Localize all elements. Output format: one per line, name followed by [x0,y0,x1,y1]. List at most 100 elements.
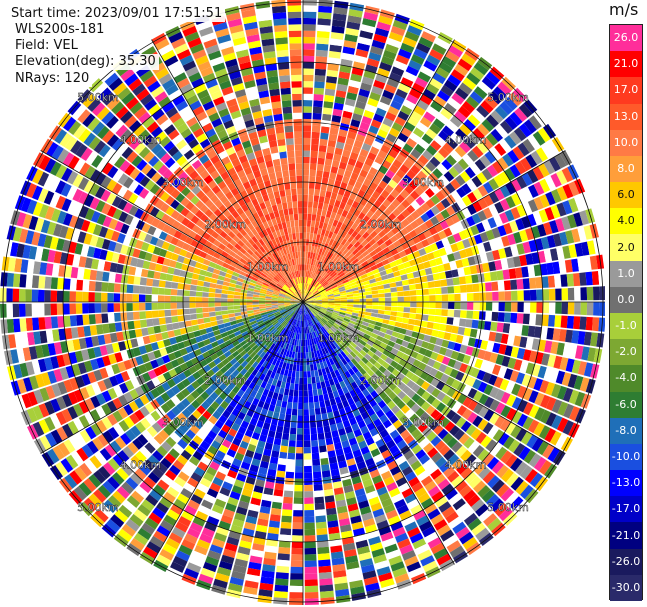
velocity-gate [324,431,332,439]
velocity-gate [414,77,428,88]
velocity-gate [276,565,290,574]
velocity-gate [382,89,395,100]
velocity-gate [385,345,393,352]
velocity-gate [246,302,253,305]
velocity-gate [483,194,494,207]
velocity-gate [316,37,330,45]
velocity-gate [450,69,465,82]
velocity-gate [320,293,327,296]
velocity-gate [353,209,361,217]
velocity-gate [469,328,478,338]
velocity-gate [318,287,325,292]
velocity-gate [486,341,495,352]
velocity-gate [434,308,442,316]
velocity-gate [523,290,531,301]
velocity-gate [327,297,335,300]
velocity-gate [176,296,184,302]
velocity-gate [317,12,332,20]
velocity-gate [309,298,316,301]
velocity-gate [315,49,328,57]
velocity-gate [370,230,378,239]
velocity-gate [309,163,317,171]
velocity-gate [433,151,445,163]
velocity-gate [383,314,391,320]
velocity-gate [304,522,315,530]
velocity-gate [274,584,289,592]
velocity-gate [343,281,350,286]
velocity-gate [438,230,447,240]
velocity-gate [342,266,349,273]
velocity-gate [101,313,109,324]
velocity-gate [348,206,357,215]
velocity-gate [456,240,465,251]
velocity-gate [294,472,303,479]
velocity-gate [466,179,477,191]
velocity-gate [320,308,327,313]
velocity-gate [377,250,385,258]
velocity-gate [471,274,479,284]
velocity-gate [420,65,435,78]
velocity-gate [391,302,398,307]
velocity-gate [227,306,234,310]
velocity-gate [215,288,222,294]
velocity-gate [348,9,363,18]
velocity-gate [277,464,286,472]
velocity-gate [284,420,291,428]
velocity-gate [138,294,146,302]
velocity-gate [437,264,445,273]
velocity-gate [334,199,341,208]
velocity-gate [233,302,240,306]
velocity-gate [384,306,392,311]
velocity-gate [325,275,331,281]
velocity-gate [303,0,317,6]
velocity-gate [376,261,384,269]
velocity-gate [543,160,556,175]
velocity-gate [509,164,521,178]
velocity-gate [382,319,390,325]
velocity-gate [342,279,349,284]
velocity-gate [353,299,360,302]
velocity-gate [430,100,443,113]
velocity-gate [220,298,228,302]
velocity-gate [308,245,312,253]
velocity-gate [500,333,509,344]
velocity-gate [473,292,480,301]
velocity-gate [292,522,303,530]
velocity-gate [517,385,527,399]
velocity-gate [315,296,322,299]
velocity-gate [351,287,359,292]
velocity-gate [299,377,303,385]
velocity-gate [467,337,476,347]
velocity-gate [441,294,449,302]
velocity-gate [522,187,533,201]
velocity-gate [455,334,464,344]
velocity-gate [443,171,455,182]
velocity-gate [580,302,588,316]
velocity-gate [401,317,409,324]
velocity-gate [382,199,392,208]
velocity-gate [403,307,411,313]
velocity-gate [519,229,529,242]
velocity-gate [342,248,350,255]
velocity-gate [304,289,306,296]
velocity-gate [438,130,450,142]
velocity-gate [412,250,421,259]
velocity-gate [374,339,382,346]
velocity-gate [560,315,568,329]
velocity-gate [423,334,431,343]
velocity-gate [484,321,492,331]
velocity-gate [504,291,512,301]
velocity-gate [490,271,498,281]
velocity-gate [527,135,541,150]
velocity-gate [450,243,459,253]
velocity-gate [494,188,505,201]
velocity-gate [419,222,429,232]
velocity-gate [545,397,557,411]
velocity-gate [352,113,363,122]
velocity-gate [516,243,525,255]
velocity-gate [426,236,436,245]
velocity-gate [258,297,266,300]
velocity-gate [432,250,441,259]
velocity-gate [574,302,581,315]
velocity-gate [390,347,399,356]
